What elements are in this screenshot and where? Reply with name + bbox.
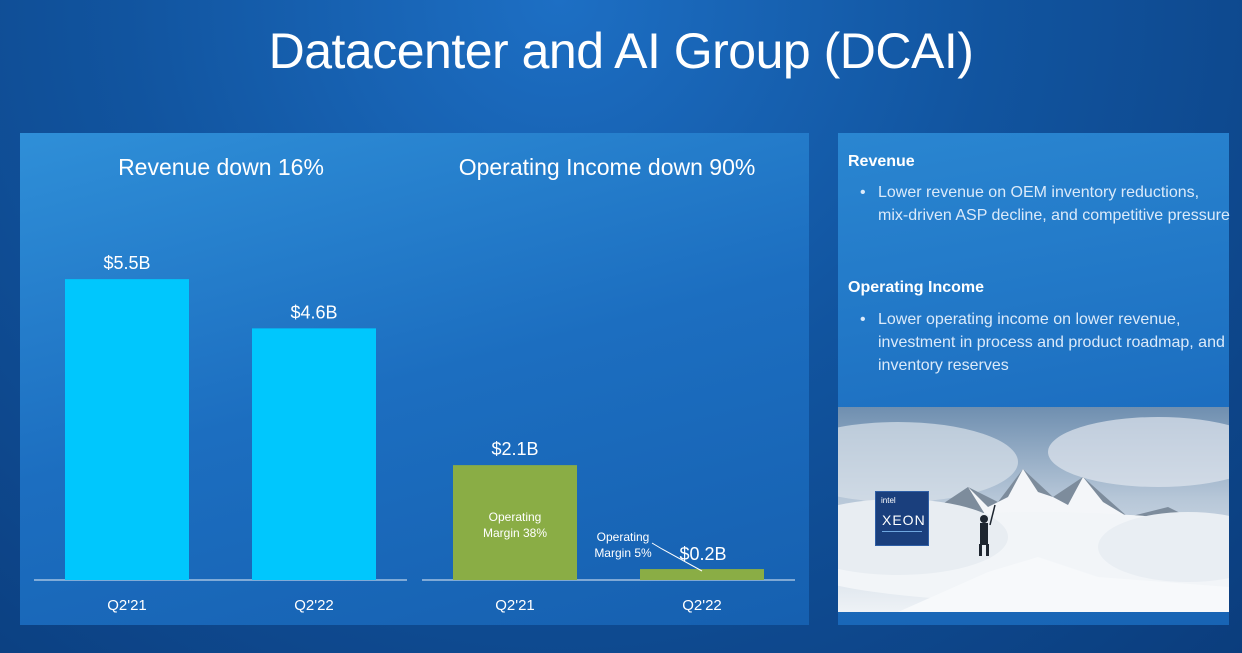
xeon-logo-text: XEON (882, 512, 926, 528)
x-tick-label: Q2'21 (107, 597, 147, 614)
x-tick-label: Q2'22 (682, 597, 722, 614)
annotation-line: Operating (489, 510, 542, 524)
operating-income-heading: Operating Income (848, 279, 985, 296)
operating-income-bullet: Lower operating income on lower revenue,… (860, 308, 1233, 377)
data-label: $0.2B (679, 544, 726, 564)
data-label: $2.1B (491, 439, 538, 459)
intel-logo-text: intel (881, 496, 896, 505)
annotation-line: Margin 38% (483, 526, 547, 540)
xeon-logo-badge: intel XEON (875, 491, 929, 546)
bar-charts: Revenue down 16% Q2'21 $5.5B Q2'22 $4.6B Oper… (34, 154, 795, 614)
climber-figure (979, 504, 996, 556)
chart-panel: Revenue down 16% Q2'21 $5.5B Q2'22 $4.6B Oper… (20, 133, 809, 625)
x-tick-label: Q2'21 (495, 597, 535, 614)
chart-title-2: Operating Income down 90% (459, 154, 756, 180)
annotation-line: Margin 5% (594, 546, 652, 560)
x-tick-label: Q2'22 (294, 597, 334, 614)
data-label: $4.6B (290, 302, 337, 322)
revenue-bullet: Lower revenue on OEM inventory reduction… (860, 181, 1233, 227)
annotation-leader-line (651, 542, 703, 572)
chart-title-1: Revenue down 16% (118, 154, 324, 180)
xeon-promo-image: intel XEON (838, 407, 1229, 612)
bar-2-1 (453, 465, 577, 580)
bar-2-2 (640, 569, 764, 580)
annotation-line: Operating (597, 530, 650, 544)
bar-1-2 (252, 328, 376, 580)
revenue-heading: Revenue (848, 153, 915, 170)
bar-1-1 (65, 279, 189, 580)
page-title: Datacenter and AI Group (DCAI) (268, 23, 974, 79)
commentary-panel: Revenue Lower revenue on OEM inventory r… (838, 133, 1230, 625)
data-label: $5.5B (103, 253, 150, 273)
